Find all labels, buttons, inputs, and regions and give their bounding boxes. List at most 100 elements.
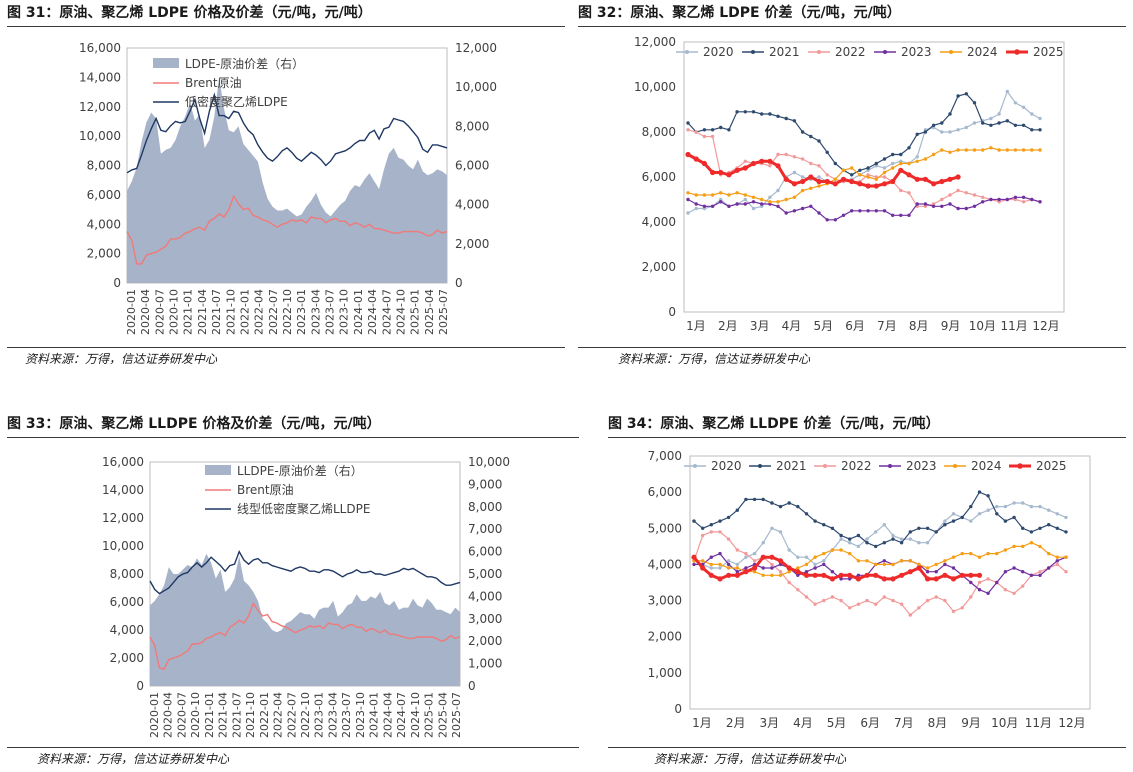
y-left-tick-label: 12,000 — [102, 511, 144, 525]
series-point-2021 — [800, 130, 805, 134]
series-point-2024 — [850, 166, 854, 170]
x-tick-label: 2023-10 — [338, 289, 351, 335]
series-point-2021 — [972, 101, 977, 105]
legend-label: 低密度聚乙烯LDPE — [185, 94, 288, 109]
series-point-2025 — [840, 176, 847, 182]
series-point-2024 — [917, 562, 921, 567]
legend-marker-2021 — [751, 50, 755, 54]
y-left-tick-label: 12,000 — [79, 100, 121, 114]
y-right-tick-label: 10,000 — [468, 455, 510, 469]
series-point-2024 — [874, 177, 878, 181]
y-tick-label: 8,000 — [642, 125, 676, 139]
series-point-2020 — [817, 175, 821, 179]
y-tick-label: 5,000 — [648, 521, 682, 535]
series-point-2025 — [701, 160, 707, 167]
series-point-2023 — [735, 202, 739, 206]
series-point-2020 — [813, 562, 817, 567]
x-tick-label: 6月 — [860, 716, 880, 730]
series-point-2021 — [908, 530, 912, 534]
legend-label: 2022 — [835, 45, 866, 59]
legend-label: 2024 — [971, 459, 1002, 473]
series-point-2021 — [1029, 530, 1034, 534]
series-point-2024 — [719, 191, 723, 195]
series-point-2022 — [960, 606, 964, 610]
series-point-2025 — [691, 554, 697, 560]
series-point-2025 — [800, 178, 806, 185]
y-left-tick-label: 0 — [136, 679, 144, 693]
y-tick-label: 12,000 — [634, 35, 676, 49]
series-point-2023 — [874, 209, 878, 213]
series-point-2025 — [734, 167, 740, 173]
x-tick-label: 2023-01 — [313, 692, 326, 738]
series-point-2023 — [923, 202, 928, 206]
series-2021 — [692, 490, 1068, 549]
series-line-2023 — [687, 196, 1041, 221]
x-tick-label: 2024-01 — [352, 289, 365, 335]
series-point-2021 — [856, 533, 861, 538]
series-point-2021 — [850, 173, 854, 177]
series-point-2023 — [956, 206, 960, 211]
series-point-2024 — [1055, 555, 1059, 559]
x-tick-label: 2024-10 — [409, 692, 422, 738]
series-point-2021 — [995, 512, 999, 516]
series-point-2020 — [915, 155, 919, 159]
x-tick-label: 2023-10 — [354, 692, 367, 738]
series-point-2025 — [685, 151, 691, 158]
y-left-tick-label: 16,000 — [102, 455, 144, 469]
series-point-2023 — [761, 566, 765, 570]
series-point-2025 — [942, 572, 948, 578]
series-point-2021 — [776, 114, 780, 119]
legend-marker-2023 — [883, 50, 887, 54]
series-point-2023 — [726, 562, 731, 567]
series-point-2024 — [735, 191, 739, 195]
series-point-2023 — [977, 588, 982, 592]
series-point-2023 — [727, 204, 731, 208]
series-point-2023 — [692, 562, 696, 567]
series-point-2021 — [784, 116, 788, 121]
series-point-2023 — [809, 204, 813, 208]
plot-frame — [689, 455, 1091, 710]
series-point-2023 — [841, 213, 846, 217]
series-point-2020 — [839, 537, 843, 541]
series-point-2021 — [778, 504, 783, 509]
series-point-2024 — [702, 193, 707, 197]
x-tick-label: 2021-10 — [244, 692, 257, 738]
series-point-2021 — [804, 512, 809, 516]
x-tick-label: 8月 — [928, 716, 948, 730]
y-right-tick-label: 0 — [468, 679, 476, 693]
series-point-2020 — [735, 562, 739, 567]
series-2022 — [692, 530, 1068, 617]
series-point-2024 — [710, 193, 715, 197]
series-point-2023 — [784, 211, 788, 215]
series-point-2020 — [951, 512, 956, 516]
y-right-tick-label: 4,000 — [455, 198, 489, 212]
series-point-2024 — [1029, 541, 1034, 545]
y-left-tick-label: 14,000 — [79, 70, 121, 84]
series-point-2021 — [702, 128, 707, 132]
series-2021 — [686, 92, 1042, 177]
series-point-2023 — [702, 204, 707, 208]
series-point-2023 — [792, 209, 797, 213]
series-point-2024 — [925, 566, 930, 570]
series-point-2020 — [891, 533, 895, 538]
series-point-2023 — [915, 202, 919, 206]
legend-label: 2020 — [703, 45, 734, 59]
x-tick-label: 2021-01 — [203, 692, 216, 738]
legend-marker-2021 — [758, 464, 762, 468]
series-point-2024 — [839, 548, 843, 552]
series-point-2022 — [787, 580, 791, 585]
series-point-2023 — [817, 211, 821, 215]
y-tick-label: 2,000 — [648, 630, 682, 644]
series-point-2024 — [694, 193, 698, 197]
series-point-2025 — [775, 163, 781, 169]
figure-33-title-rule — [7, 437, 579, 438]
series-point-2021 — [760, 112, 764, 116]
series-point-2022 — [817, 164, 821, 168]
legend-marker-2025 — [1014, 49, 1020, 55]
series-point-2020 — [770, 526, 774, 530]
series-point-2023 — [735, 570, 739, 574]
series-point-2024 — [701, 559, 705, 563]
series-point-2024 — [761, 573, 765, 577]
series-point-2024 — [751, 195, 756, 199]
series-point-2021 — [923, 130, 928, 134]
